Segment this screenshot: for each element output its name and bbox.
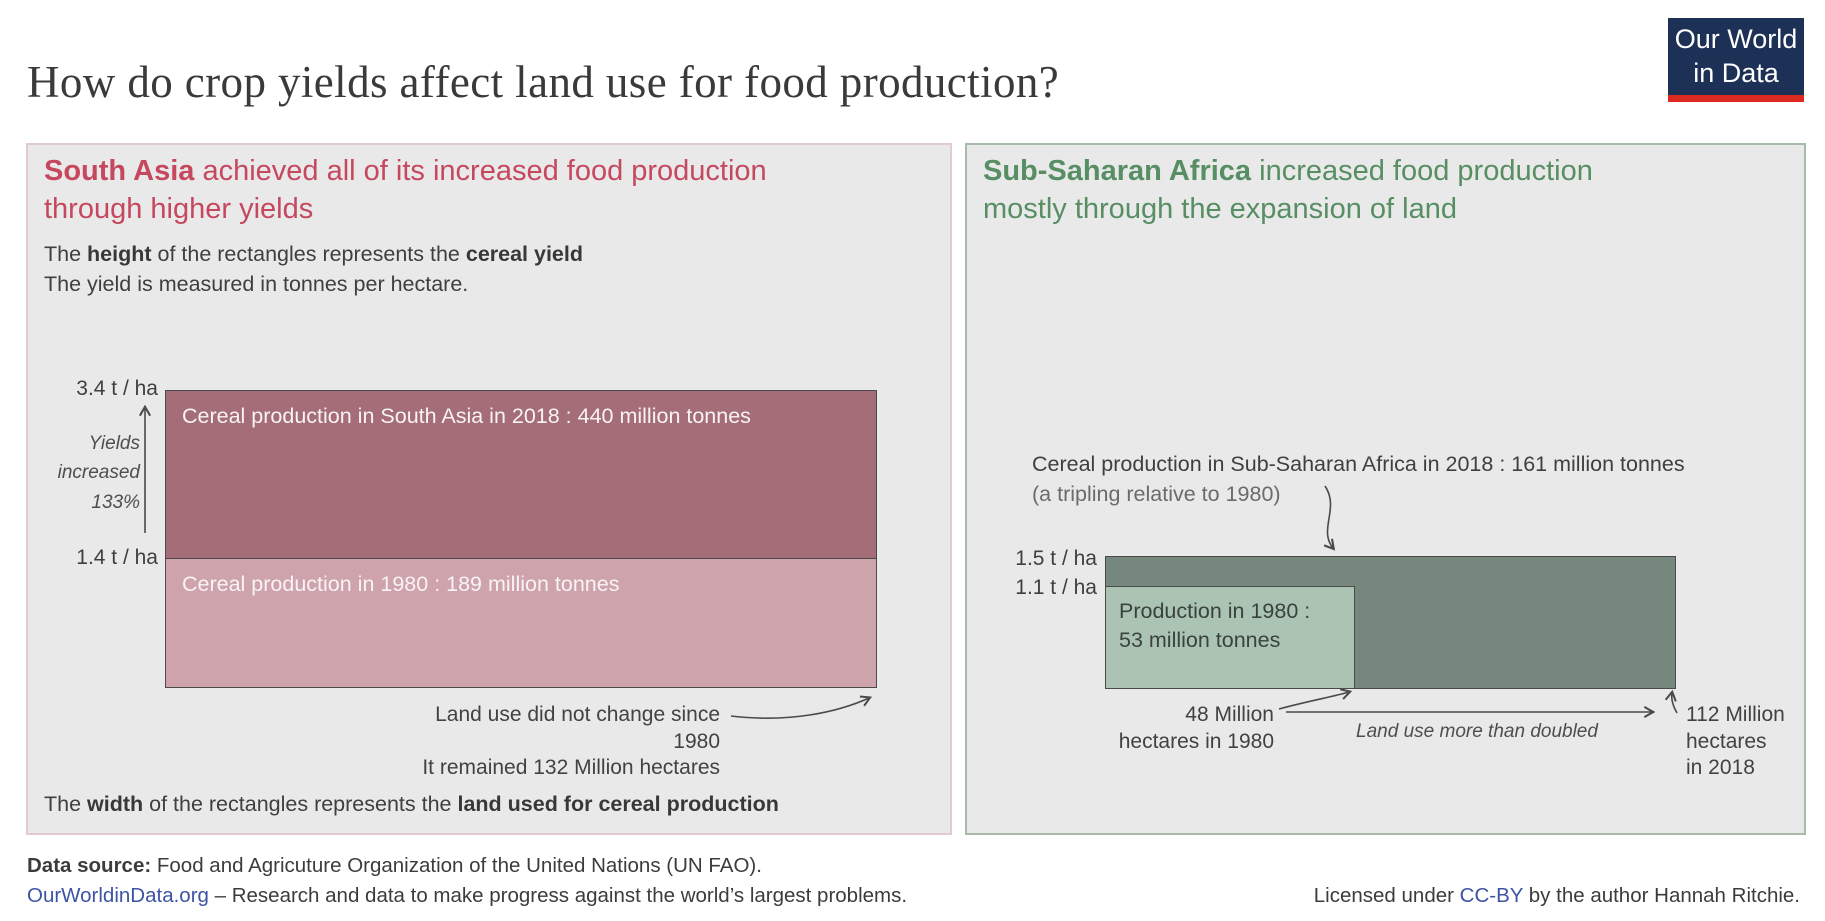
sa-yield-1980-axis-label: 1.4 t / ha: [76, 546, 158, 569]
south-asia-title-bold: South Asia: [44, 155, 195, 187]
width-explainer: The width of the rectangles represents t…: [44, 792, 779, 816]
sa-rect-2018-label: Cereal production in South Asia in 2018 …: [182, 404, 751, 428]
site-tagline-line: OurWorldinData.org – Research and data t…: [27, 884, 908, 907]
south-asia-title-rest: achieved all of its increased food produ…: [44, 155, 767, 225]
owid-logo: Our World in Data: [1668, 18, 1804, 102]
ssa-rect-1980-label: Production in 1980 : 53 million tonnes: [1119, 599, 1311, 653]
ssa-yield-1980-axis-label: 1.1 t / ha: [1015, 576, 1097, 599]
owid-logo-line1: Our World: [1674, 24, 1798, 54]
ssa-production-note: Cereal production in Sub-Saharan Africa …: [1032, 450, 1685, 509]
page-title: How do crop yields affect land use for f…: [27, 57, 1060, 108]
license-line: Licensed under CC-BY by the author Hanna…: [1313, 884, 1800, 907]
ssa-land-2018-note: 112 Million hectares in 2018: [1686, 703, 1785, 780]
ssa-tripling-note: (a tripling relative to 1980): [1032, 481, 1281, 506]
height-explainer-line1: The height of the rectangles represents …: [44, 242, 583, 266]
sa-yield-2018-axis-label: 3.4 t / ha: [76, 377, 158, 400]
ssa-panel: Sub-Saharan Africa increased food produc…: [965, 143, 1806, 835]
ssa-title-bold: Sub-Saharan Africa: [983, 155, 1252, 187]
south-asia-panel-title: South Asia achieved all of its increased…: [44, 153, 804, 228]
ssa-panel-title: Sub-Saharan Africa increased food produc…: [983, 153, 1683, 228]
ssa-yield-2018-axis-label: 1.5 t / ha: [1015, 547, 1097, 570]
sa-rect-2018: Cereal production in South Asia in 2018 …: [165, 390, 877, 559]
yields-increase-note: Yields increased 133%: [57, 433, 140, 513]
sa-rect-1980: Cereal production in 1980 : 189 million …: [165, 559, 877, 688]
ssa-land-1980-note: 48 Million hectares in 1980: [1118, 703, 1274, 753]
ssa-title-rest: increased food production mostly through…: [983, 155, 1593, 225]
data-source-line: Data source: Food and Agricuture Organiz…: [27, 854, 762, 877]
ssa-rect-1980: Production in 1980 : 53 million tonnes: [1105, 586, 1355, 689]
owid-logo-line2: in Data: [1693, 57, 1779, 88]
land-doubled-note: Land use more than doubled: [1356, 721, 1598, 742]
south-asia-panel: South Asia achieved all of its increased…: [26, 143, 952, 835]
owid-site-link[interactable]: OurWorldinData.org: [27, 884, 209, 907]
sa-rect-1980-label: Cereal production in 1980 : 189 million …: [182, 572, 620, 596]
height-explainer-line2: The yield is measured in tonnes per hect…: [44, 271, 469, 296]
land-unchanged-note: Land use did not change since 1980 It re…: [422, 703, 720, 780]
cc-by-link[interactable]: CC-BY: [1459, 884, 1524, 907]
height-explainer: The height of the rectangles represents …: [44, 240, 583, 299]
